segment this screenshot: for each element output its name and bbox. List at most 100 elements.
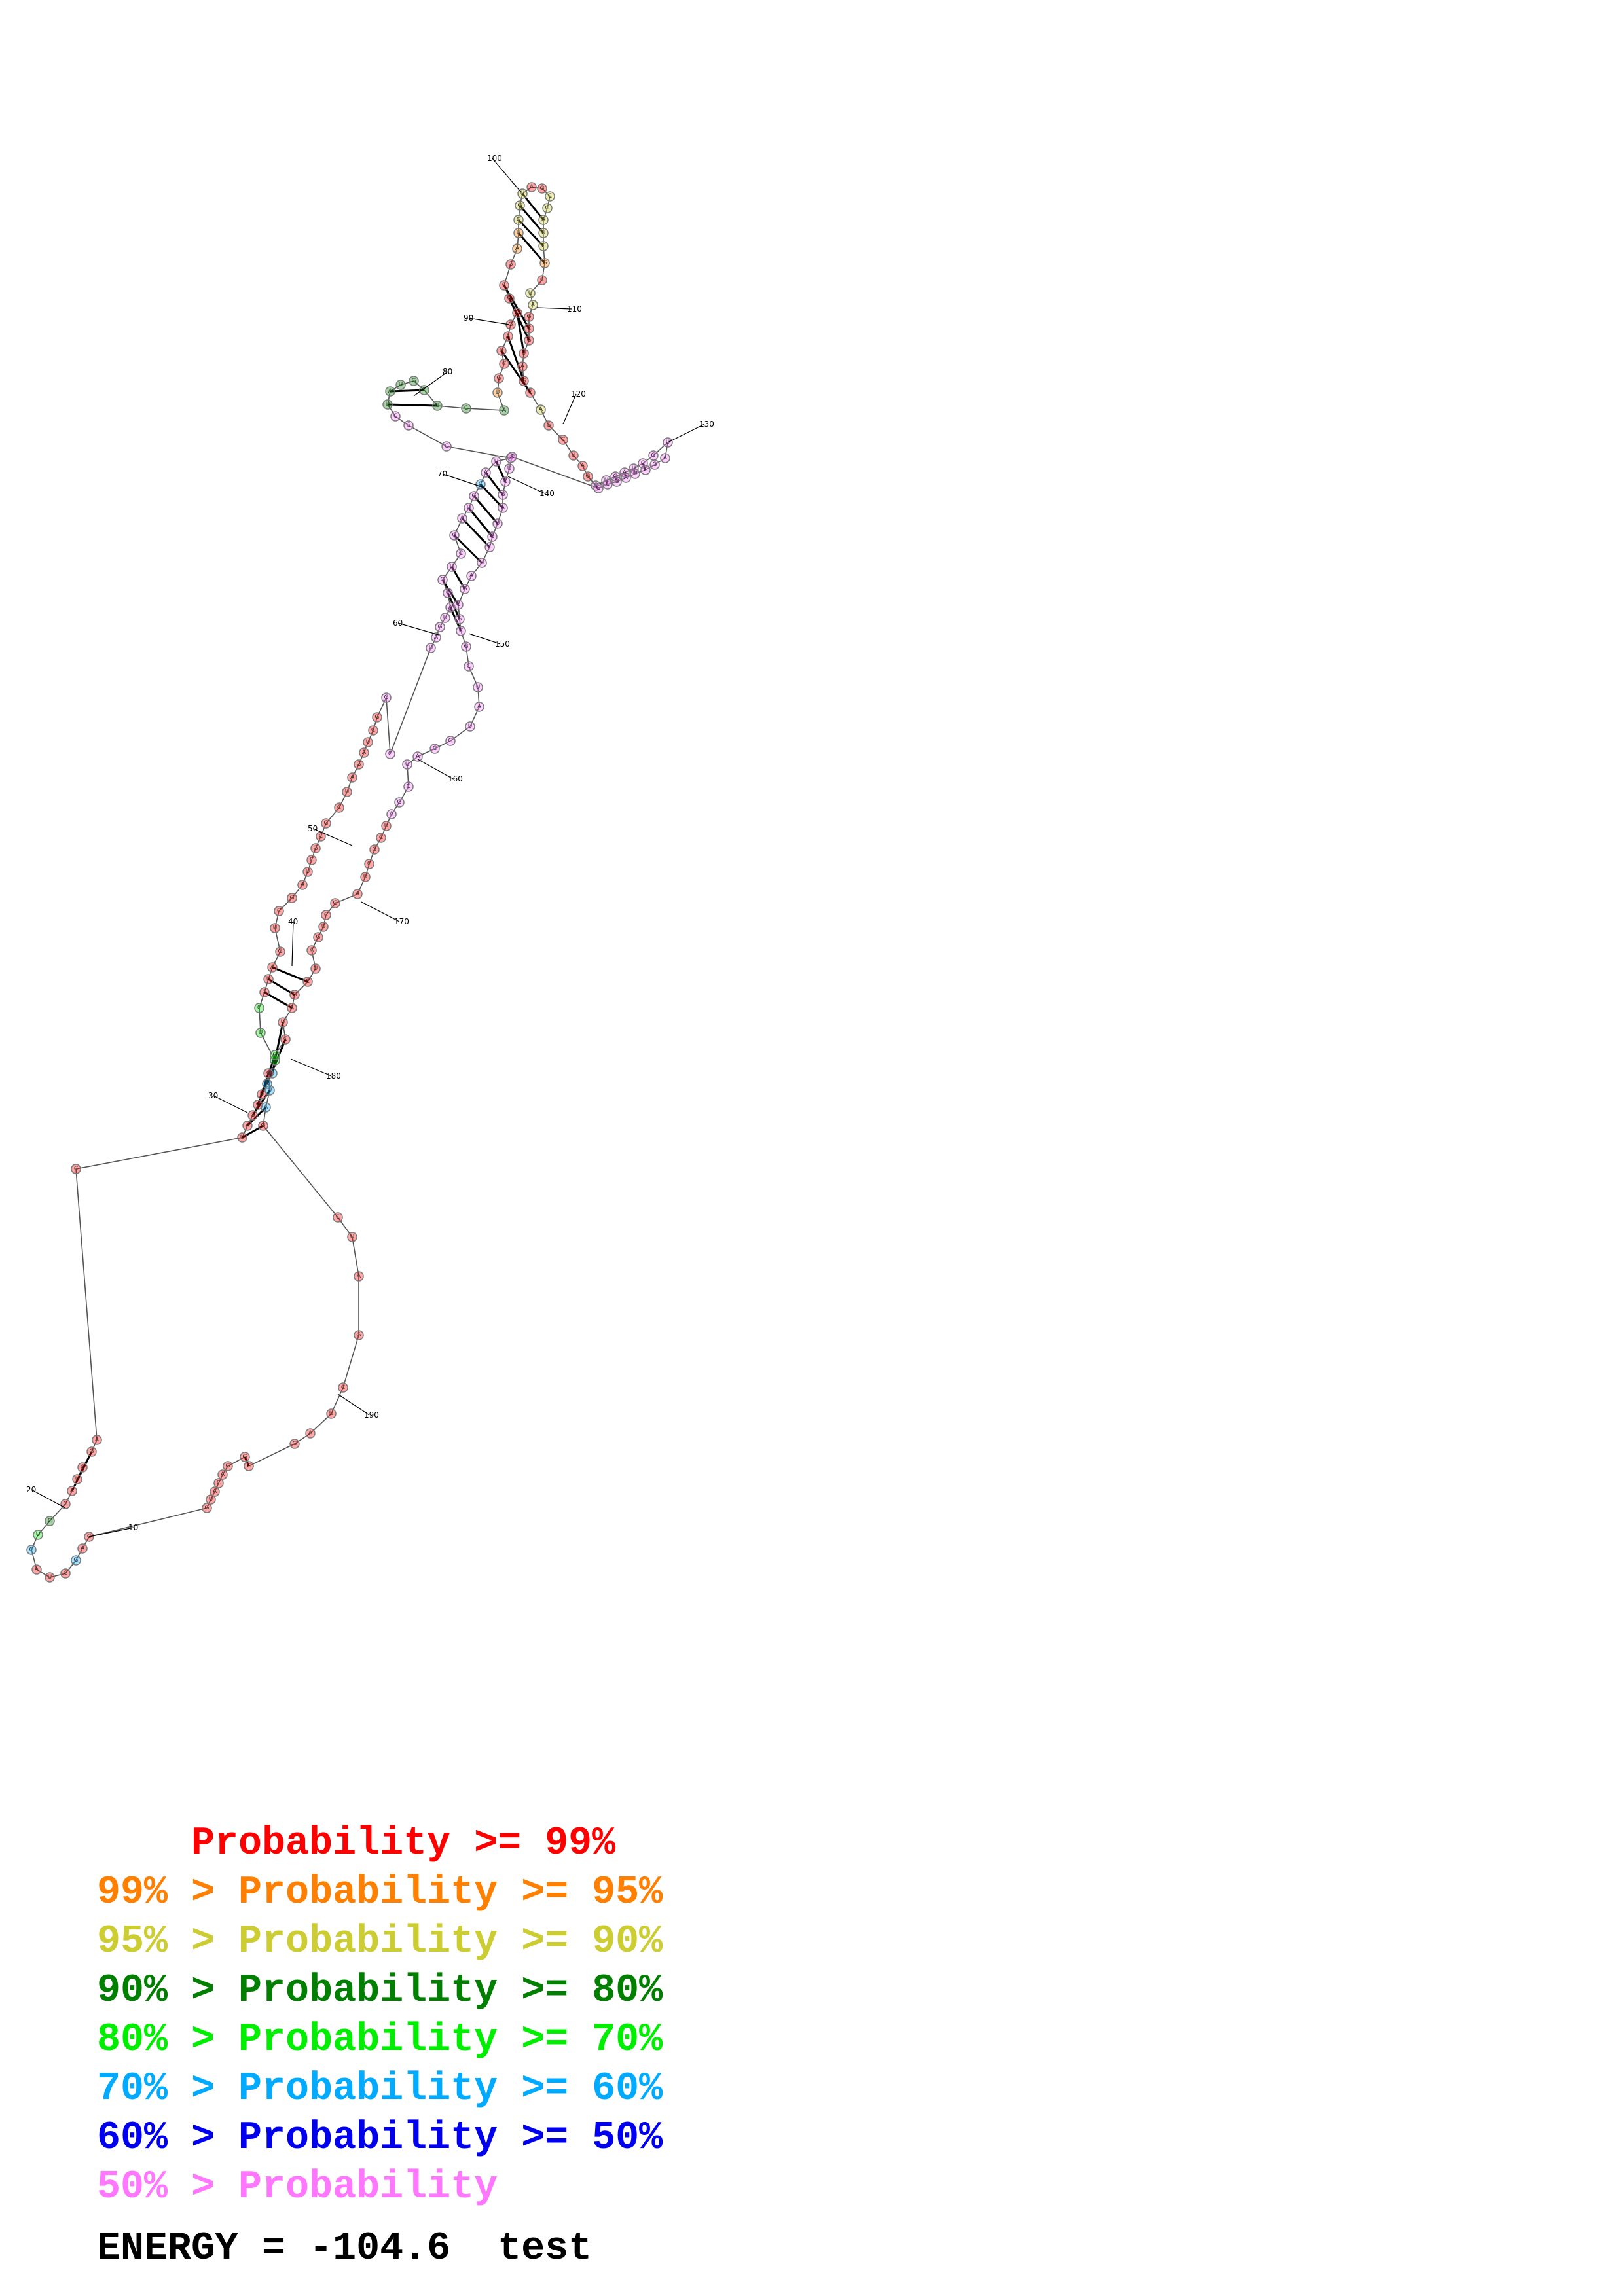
- nucleotide: G: [505, 259, 516, 270]
- position-label: 190: [364, 1410, 379, 1420]
- nucleotide-circle: [270, 1050, 280, 1060]
- nucleotide-circle: [242, 1121, 253, 1131]
- nucleotide-circle: [287, 893, 297, 903]
- legend-item-text: Probability >= 50%: [238, 2116, 663, 2161]
- nucleotide: A: [305, 1428, 316, 1439]
- nucleotide-circle: [484, 542, 495, 552]
- nucleotide-letter: A: [520, 363, 525, 370]
- legend-item-prefix: 50% >: [97, 2165, 239, 2210]
- nucleotide: C: [390, 411, 401, 422]
- position-tick: [536, 307, 573, 310]
- nucleotide: U: [33, 1530, 43, 1540]
- nucleotide-circle: [449, 530, 460, 541]
- nucleotide-circle: [289, 1439, 300, 1449]
- nucleotide-circle: [395, 380, 406, 390]
- nucleotide-circle: [318, 922, 329, 932]
- nucleotide: G: [394, 797, 405, 808]
- nucleotide-circle: [347, 772, 357, 783]
- base-pair-bond: [500, 350, 532, 393]
- nucleotide-circle: [538, 241, 549, 251]
- nucleotide-circle: [475, 479, 486, 490]
- nucleotide: A: [385, 386, 395, 397]
- nucleotide-circle: [347, 1232, 357, 1242]
- nucleotide: A: [577, 461, 588, 471]
- nucleotide-letter: C: [541, 243, 545, 249]
- nucleotide-letter: G: [373, 846, 377, 853]
- nucleotide-circle: [504, 463, 515, 474]
- nucleotide-letter: C: [459, 628, 463, 634]
- nucleotide-circle: [394, 797, 405, 808]
- nucleotide-letter: A: [624, 475, 629, 481]
- nucleotide-letter: C: [256, 1102, 260, 1108]
- nucleotide-circle: [602, 479, 613, 490]
- nucleotide-circle: [568, 450, 579, 461]
- nucleotide-letter: G: [596, 485, 601, 492]
- legend-item-text: Probability >= 99%: [191, 1821, 616, 1866]
- position-label: 150: [495, 639, 510, 649]
- nucleotide: A: [412, 751, 423, 762]
- nucleotide: U: [263, 974, 274, 984]
- nucleotide-letter: A: [530, 184, 534, 190]
- nucleotide-circle: [310, 963, 321, 974]
- nucleotide: G: [445, 736, 456, 746]
- nucleotide-letter: C: [337, 804, 341, 811]
- nucleotide-circle: [503, 331, 513, 342]
- legend-item-text: Probability >= 90%: [238, 1920, 663, 1964]
- nucleotide: C: [60, 1568, 71, 1579]
- nucleotide-letter: A: [477, 704, 482, 710]
- nucleotide-letter: G: [501, 492, 505, 498]
- nucleotide: G: [202, 1503, 212, 1513]
- position-tick: [468, 317, 510, 325]
- nucleotide-circle: [257, 1089, 267, 1100]
- nucleotide: G: [403, 420, 414, 431]
- nucleotide: G: [381, 692, 392, 703]
- nucleotide-letter: U: [528, 290, 533, 296]
- nucleotide-letter: C: [644, 467, 647, 473]
- nucleotide: U: [318, 922, 329, 932]
- nucleotide-letter: C: [336, 1214, 340, 1221]
- nucleotide-letter: U: [467, 505, 471, 511]
- nucleotide-circle: [206, 1494, 216, 1505]
- nucleotide-circle: [287, 1003, 297, 1013]
- nucleotide: A: [67, 1486, 77, 1496]
- nucleotide: U: [491, 456, 501, 467]
- nucleotide-circle: [386, 809, 397, 819]
- legend-item-text: Probability >= 60%: [238, 2067, 663, 2111]
- nucleotide-circle: [352, 889, 363, 899]
- nucleotide-letter: G: [615, 478, 619, 485]
- nucleotide-letter: G: [397, 799, 402, 806]
- position-label: 100: [487, 154, 502, 163]
- nucleotide-circle: [92, 1435, 102, 1445]
- nucleotide-letter: U: [259, 1030, 263, 1036]
- nucleotide-letter: G: [270, 1070, 275, 1077]
- nucleotide-circle: [465, 721, 475, 732]
- nucleotide: G: [270, 1050, 280, 1060]
- nucleotide-circle: [432, 401, 443, 411]
- probability-legend: Probability >= 99% 99% > Probability >= 9…: [97, 1820, 663, 2212]
- nucleotide-circle: [640, 465, 651, 475]
- nucleotide-circle: [473, 682, 483, 692]
- nucleotide: C: [499, 359, 509, 369]
- nucleotide-letter: C: [273, 1057, 277, 1064]
- nucleotide-letter: C: [456, 601, 460, 608]
- nucleotide-circle: [264, 1085, 275, 1096]
- nucleotide: G: [583, 471, 593, 482]
- nucleotide: A: [386, 809, 397, 819]
- nucleotide-letter: C: [371, 727, 375, 734]
- nucleotide-letter: A: [531, 302, 536, 308]
- nucleotide-circle: [237, 1132, 247, 1143]
- nucleotide: A: [481, 467, 491, 478]
- nucleotide-circle: [435, 622, 445, 632]
- nucleotide-circle: [376, 833, 386, 843]
- nucleotide: G: [354, 759, 364, 770]
- nucleotide-circle: [270, 1055, 280, 1066]
- nucleotide-circle: [402, 759, 412, 770]
- legend-item-text: Probability >= 80%: [238, 1969, 663, 2013]
- nucleotide: C: [640, 465, 651, 475]
- nucleotide-circle: [278, 1017, 288, 1028]
- position-label: 20: [26, 1485, 36, 1494]
- nucleotide-letter: A: [308, 1430, 313, 1437]
- nucleotide: U: [513, 228, 524, 238]
- nucleotide-letter: A: [510, 454, 515, 460]
- nucleotide: C: [338, 1382, 348, 1393]
